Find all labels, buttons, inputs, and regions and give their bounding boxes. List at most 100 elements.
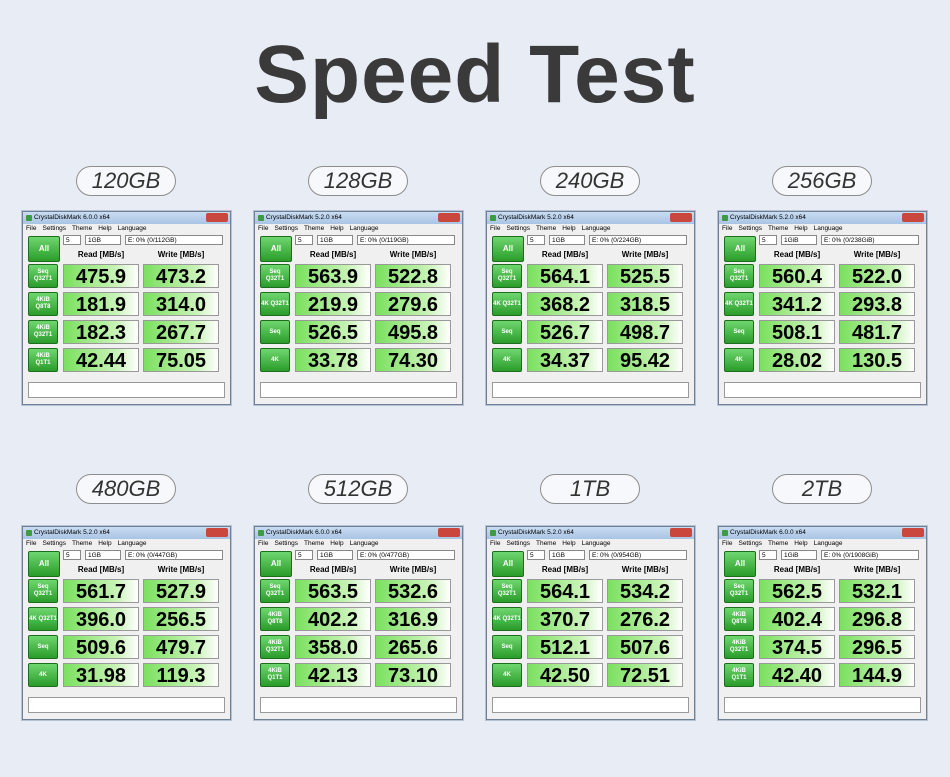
- test-button[interactable]: Seq Q32T1: [260, 579, 290, 603]
- all-button[interactable]: All: [492, 236, 524, 262]
- test-button[interactable]: Seq: [260, 320, 290, 344]
- all-button[interactable]: All: [260, 551, 292, 577]
- menu-item[interactable]: Settings: [506, 540, 530, 547]
- comment-box[interactable]: [724, 697, 921, 713]
- menu-item[interactable]: Language: [581, 225, 611, 232]
- test-button[interactable]: Seq Q32T1: [260, 264, 290, 288]
- menu-item[interactable]: Language: [349, 225, 379, 232]
- test-button[interactable]: 4K Q32T1: [724, 292, 754, 316]
- test-button[interactable]: 4KiB Q32T1: [28, 320, 58, 344]
- menu-item[interactable]: Help: [794, 225, 808, 232]
- test-button[interactable]: 4KiB Q8T8: [260, 607, 290, 631]
- drive-select[interactable]: E: 0% (0/238GiB): [821, 235, 919, 245]
- comment-box[interactable]: [492, 382, 689, 398]
- menu-item[interactable]: Settings: [738, 540, 762, 547]
- comment-box[interactable]: [28, 697, 225, 713]
- menu-item[interactable]: Language: [581, 540, 611, 547]
- test-button[interactable]: Seq: [28, 635, 58, 659]
- test-button[interactable]: Seq Q32T1: [724, 579, 754, 603]
- menu-item[interactable]: Language: [117, 540, 147, 547]
- comment-box[interactable]: [492, 697, 689, 713]
- menu-item[interactable]: Theme: [767, 225, 789, 232]
- drive-select[interactable]: E: 0% (0/477GB): [357, 550, 455, 560]
- count-select[interactable]: 5: [759, 235, 777, 245]
- test-button[interactable]: 4KiB Q8T8: [28, 292, 58, 316]
- menu-item[interactable]: Theme: [303, 225, 325, 232]
- test-button[interactable]: Seq Q32T1: [492, 264, 522, 288]
- menu-item[interactable]: Help: [98, 540, 112, 547]
- test-button[interactable]: Seq: [724, 320, 754, 344]
- test-button[interactable]: 4KiB Q8T8: [724, 607, 754, 631]
- menu-item[interactable]: Theme: [535, 225, 557, 232]
- comment-box[interactable]: [260, 382, 457, 398]
- test-button[interactable]: 4KiB Q1T1: [724, 663, 754, 687]
- menu-item[interactable]: Help: [562, 225, 576, 232]
- menu-item[interactable]: File: [258, 540, 269, 547]
- drive-select[interactable]: E: 0% (0/112GB): [125, 235, 223, 245]
- menu-item[interactable]: Help: [330, 225, 344, 232]
- test-button[interactable]: 4K Q32T1: [28, 607, 58, 631]
- menu-item[interactable]: Theme: [303, 540, 325, 547]
- menu-item[interactable]: File: [490, 540, 501, 547]
- drive-select[interactable]: E: 0% (0/224GB): [589, 235, 687, 245]
- drive-select[interactable]: E: 0% (0/1908GiB): [821, 550, 919, 560]
- drive-select[interactable]: E: 0% (0/447GB): [125, 550, 223, 560]
- test-button[interactable]: Seq Q32T1: [492, 579, 522, 603]
- count-select[interactable]: 5: [759, 550, 777, 560]
- test-button[interactable]: 4K: [492, 348, 522, 372]
- test-button[interactable]: 4K Q32T1: [492, 292, 522, 316]
- all-button[interactable]: All: [724, 551, 756, 577]
- all-button[interactable]: All: [260, 236, 292, 262]
- drive-select[interactable]: E: 0% (0/119GB): [357, 235, 455, 245]
- menu-item[interactable]: File: [722, 225, 733, 232]
- test-button[interactable]: Seq Q32T1: [28, 264, 58, 288]
- all-button[interactable]: All: [492, 551, 524, 577]
- menu-item[interactable]: Help: [98, 225, 112, 232]
- drive-select[interactable]: E: 0% (0/954GB): [589, 550, 687, 560]
- test-button[interactable]: 4KiB Q1T1: [28, 348, 58, 372]
- size-select[interactable]: 1GB: [317, 550, 353, 560]
- size-select[interactable]: 1GB: [85, 235, 121, 245]
- all-button[interactable]: All: [28, 236, 60, 262]
- menu-item[interactable]: Help: [562, 540, 576, 547]
- count-select[interactable]: 5: [63, 235, 81, 245]
- menu-item[interactable]: Theme: [71, 225, 93, 232]
- test-button[interactable]: 4K: [260, 348, 290, 372]
- test-button[interactable]: 4K: [724, 348, 754, 372]
- test-button[interactable]: 4K: [492, 663, 522, 687]
- menu-item[interactable]: Settings: [506, 225, 530, 232]
- test-button[interactable]: 4K: [28, 663, 58, 687]
- size-select[interactable]: 1GB: [549, 235, 585, 245]
- menu-item[interactable]: File: [490, 225, 501, 232]
- menu-item[interactable]: Theme: [535, 540, 557, 547]
- menu-item[interactable]: Language: [349, 540, 379, 547]
- size-select[interactable]: 1GiB: [781, 235, 817, 245]
- menu-item[interactable]: Settings: [42, 225, 66, 232]
- comment-box[interactable]: [260, 697, 457, 713]
- count-select[interactable]: 5: [527, 235, 545, 245]
- all-button[interactable]: All: [724, 236, 756, 262]
- menu-item[interactable]: Language: [117, 225, 147, 232]
- test-button[interactable]: Seq Q32T1: [28, 579, 58, 603]
- menu-item[interactable]: File: [26, 540, 37, 547]
- menu-item[interactable]: Theme: [767, 540, 789, 547]
- test-button[interactable]: 4KiB Q1T1: [260, 663, 290, 687]
- menu-item[interactable]: Help: [330, 540, 344, 547]
- menu-item[interactable]: Language: [813, 540, 843, 547]
- test-button[interactable]: 4KiB Q32T1: [724, 635, 754, 659]
- menu-item[interactable]: File: [26, 225, 37, 232]
- test-button[interactable]: Seq: [492, 320, 522, 344]
- menu-item[interactable]: File: [722, 540, 733, 547]
- menu-item[interactable]: File: [258, 225, 269, 232]
- count-select[interactable]: 5: [63, 550, 81, 560]
- size-select[interactable]: 1GiB: [781, 550, 817, 560]
- menu-item[interactable]: Language: [813, 225, 843, 232]
- test-button[interactable]: 4K Q32T1: [260, 292, 290, 316]
- test-button[interactable]: Seq: [492, 635, 522, 659]
- count-select[interactable]: 5: [295, 550, 313, 560]
- test-button[interactable]: 4K Q32T1: [492, 607, 522, 631]
- test-button[interactable]: Seq Q32T1: [724, 264, 754, 288]
- size-select[interactable]: 1GB: [85, 550, 121, 560]
- menu-item[interactable]: Help: [794, 540, 808, 547]
- count-select[interactable]: 5: [527, 550, 545, 560]
